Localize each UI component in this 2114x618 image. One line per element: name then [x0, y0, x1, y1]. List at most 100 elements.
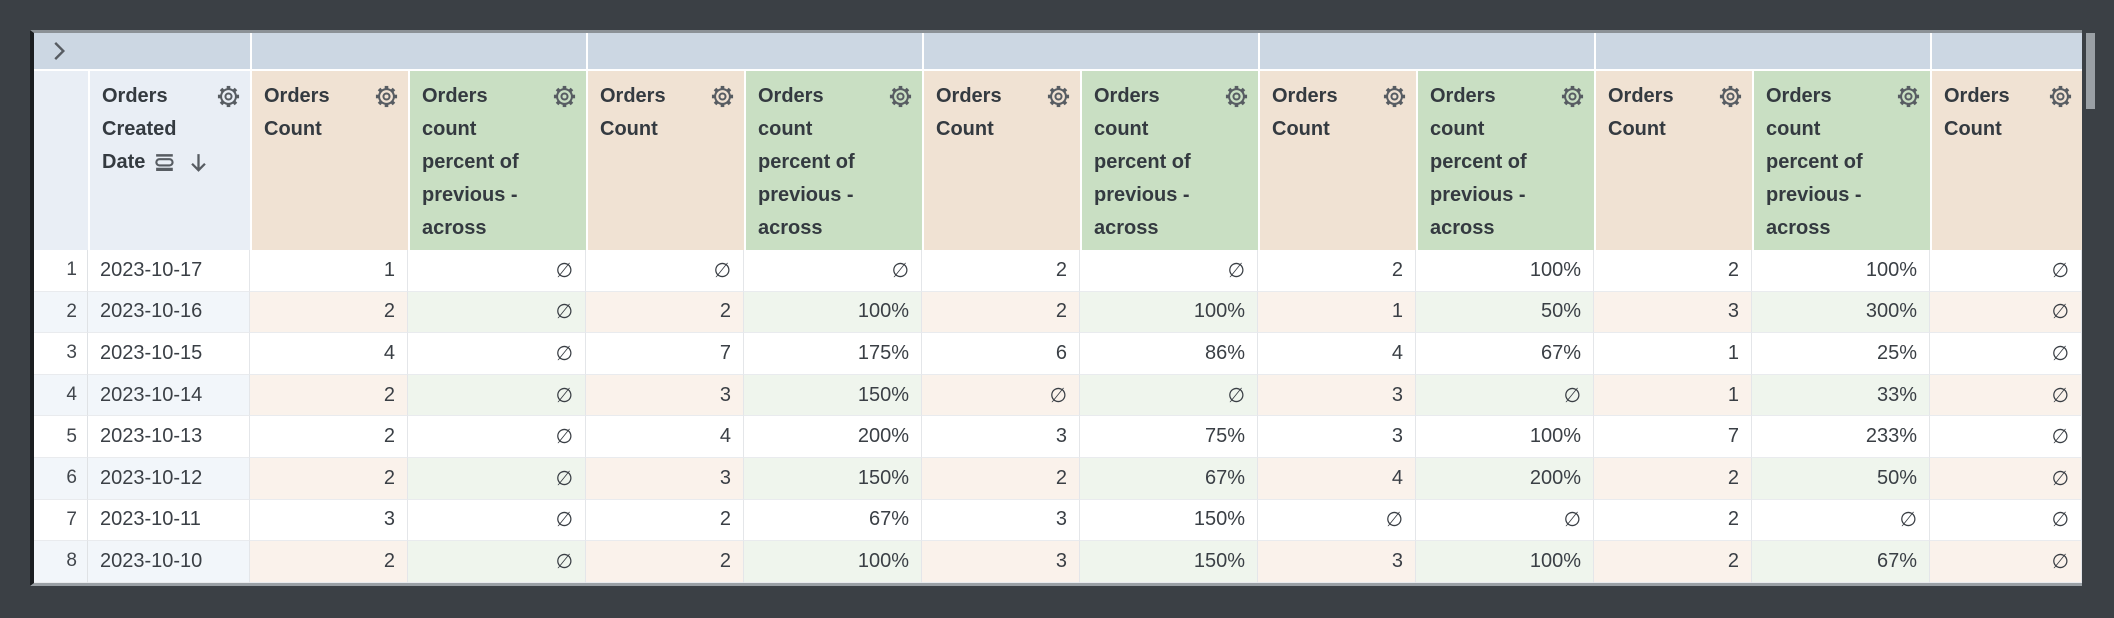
gear-icon[interactable] [1223, 83, 1250, 110]
measure-column-header-count[interactable]: Orders Count [922, 71, 1080, 250]
value-cell[interactable]: 67% [1416, 333, 1594, 375]
value-cell[interactable]: 2 [922, 457, 1080, 500]
value-cell[interactable]: 4 [586, 416, 744, 458]
value-cell[interactable]: ∅ [408, 499, 586, 542]
value-cell[interactable]: 175% [744, 333, 922, 375]
measure-column-header-count[interactable]: Orders Count [1930, 71, 2082, 250]
value-cell[interactable]: ∅ [1080, 250, 1258, 292]
value-cell[interactable]: 233% [1752, 416, 1930, 458]
value-cell[interactable]: 67% [744, 499, 922, 542]
value-cell[interactable]: 300% [1752, 291, 1930, 334]
gear-icon[interactable] [215, 83, 242, 110]
value-cell[interactable]: 2 [1258, 250, 1416, 292]
date-cell[interactable]: 2023-10-17 [88, 250, 250, 292]
value-cell[interactable]: 100% [744, 291, 922, 334]
value-cell[interactable]: ∅ [586, 250, 744, 292]
gear-icon[interactable] [1045, 83, 1072, 110]
value-cell[interactable]: ∅ [1258, 499, 1416, 542]
value-cell[interactable]: 2 [250, 291, 408, 334]
value-cell[interactable]: ∅ [1930, 416, 2082, 458]
value-cell[interactable]: ∅ [1752, 499, 1930, 542]
value-cell[interactable]: 100% [1416, 541, 1594, 583]
value-cell[interactable]: 33% [1752, 374, 1930, 417]
date-cell[interactable]: 2023-10-15 [88, 333, 250, 375]
value-cell[interactable]: ∅ [408, 541, 586, 583]
value-cell[interactable]: 2 [250, 416, 408, 458]
value-cell[interactable]: ∅ [1930, 457, 2082, 500]
value-cell[interactable]: 3 [922, 541, 1080, 583]
value-cell[interactable]: 3 [922, 499, 1080, 542]
value-cell[interactable]: ∅ [408, 457, 586, 500]
value-cell[interactable]: 150% [744, 374, 922, 417]
value-cell[interactable]: 4 [250, 333, 408, 375]
value-cell[interactable]: 4 [1258, 333, 1416, 375]
value-cell[interactable]: 150% [1080, 499, 1258, 542]
measure-column-header-count[interactable]: Orders Count [586, 71, 744, 250]
value-cell[interactable]: 2 [250, 457, 408, 500]
value-cell[interactable]: 86% [1080, 333, 1258, 375]
value-cell[interactable]: 2 [586, 499, 744, 542]
value-cell[interactable]: 7 [586, 333, 744, 375]
value-cell[interactable]: 25% [1752, 333, 1930, 375]
value-cell[interactable]: 2 [250, 541, 408, 583]
chevron-right-icon[interactable] [46, 38, 72, 64]
gear-icon[interactable] [1381, 83, 1408, 110]
value-cell[interactable]: 3 [922, 416, 1080, 458]
value-cell[interactable]: 3 [1258, 416, 1416, 458]
gear-icon[interactable] [2047, 83, 2074, 110]
measure-column-header-count[interactable]: Orders Count [250, 71, 408, 250]
value-cell[interactable]: 4 [1258, 457, 1416, 500]
value-cell[interactable]: 3 [586, 457, 744, 500]
value-cell[interactable]: ∅ [1930, 250, 2082, 292]
value-cell[interactable]: ∅ [408, 374, 586, 417]
value-cell[interactable]: ∅ [408, 333, 586, 375]
vertical-scrollbar-thumb[interactable] [2086, 33, 2095, 109]
measure-column-header-count[interactable]: Orders Count [1594, 71, 1752, 250]
value-cell[interactable]: 1 [1594, 333, 1752, 375]
value-cell[interactable]: 150% [1080, 541, 1258, 583]
value-cell[interactable]: 3 [586, 374, 744, 417]
value-cell[interactable]: 1 [250, 250, 408, 292]
date-cell[interactable]: 2023-10-10 [88, 541, 250, 583]
value-cell[interactable]: ∅ [1930, 541, 2082, 583]
value-cell[interactable]: 100% [1080, 291, 1258, 334]
value-cell[interactable]: 2 [1594, 499, 1752, 542]
gear-icon[interactable] [551, 83, 578, 110]
value-cell[interactable]: 2 [922, 291, 1080, 334]
value-cell[interactable]: 100% [744, 541, 922, 583]
value-cell[interactable]: 2 [922, 250, 1080, 292]
value-cell[interactable]: 3 [1594, 291, 1752, 334]
value-cell[interactable]: 6 [922, 333, 1080, 375]
value-cell[interactable]: ∅ [1930, 499, 2082, 542]
value-cell[interactable]: 100% [1416, 250, 1594, 292]
value-cell[interactable]: 200% [744, 416, 922, 458]
measure-column-header-count[interactable]: Orders Count [1258, 71, 1416, 250]
value-cell[interactable]: 7 [1594, 416, 1752, 458]
value-cell[interactable]: 2 [250, 374, 408, 417]
gear-icon[interactable] [709, 83, 736, 110]
value-cell[interactable]: 2 [586, 291, 744, 334]
value-cell[interactable]: ∅ [1416, 374, 1594, 417]
gear-icon[interactable] [1559, 83, 1586, 110]
value-cell[interactable]: 67% [1080, 457, 1258, 500]
value-cell[interactable]: ∅ [408, 416, 586, 458]
value-cell[interactable]: 3 [250, 499, 408, 542]
value-cell[interactable]: 150% [744, 457, 922, 500]
value-cell[interactable]: ∅ [408, 291, 586, 334]
pivot-field-header[interactable] [34, 33, 250, 71]
dimension-column-header[interactable]: Orders Created Date [88, 71, 250, 250]
gear-icon[interactable] [1895, 83, 1922, 110]
value-cell[interactable]: 100% [1752, 250, 1930, 292]
date-cell[interactable]: 2023-10-12 [88, 457, 250, 500]
value-cell[interactable]: ∅ [1930, 333, 2082, 375]
value-cell[interactable]: 3 [1258, 374, 1416, 417]
value-cell[interactable]: 200% [1416, 457, 1594, 500]
value-cell[interactable]: 3 [1258, 541, 1416, 583]
value-cell[interactable]: ∅ [1930, 374, 2082, 417]
value-cell[interactable]: 1 [1258, 291, 1416, 334]
value-cell[interactable]: 75% [1080, 416, 1258, 458]
